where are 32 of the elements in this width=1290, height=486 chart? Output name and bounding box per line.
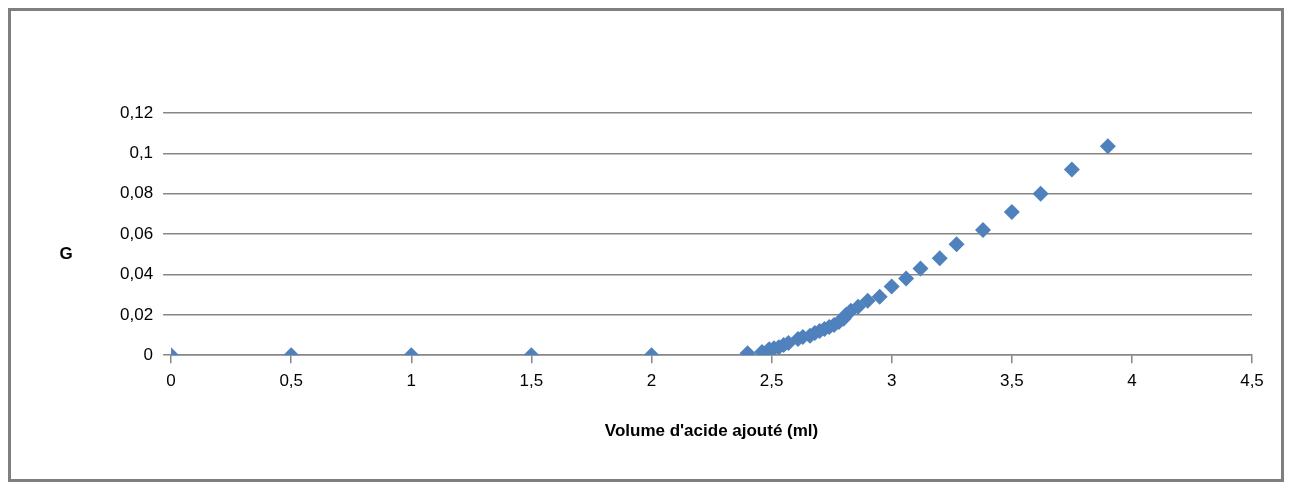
y-tick-label: 0,06 [119,223,154,243]
x-axis-title: Volume d'acide ajouté (ml) [604,421,819,441]
x-tick-label: 2 [646,371,657,391]
point [974,222,991,239]
y-tick-label: 0,04 [119,264,154,284]
point [883,278,900,295]
point [859,292,876,309]
x-tick-label: 0,5 [279,371,304,391]
y-axis-title: G [59,243,73,263]
point [850,298,867,315]
x-tick-label: 4,5 [1240,371,1264,391]
x-tick-label: 1,5 [519,371,544,391]
point [871,288,888,305]
x-tick-label: 4 [1127,371,1137,391]
x-tick-label: 1 [406,371,417,391]
point [1032,185,1049,202]
point [1099,138,1116,155]
y-tick-label: 0,12 [119,102,154,122]
x-tick-label: 3,5 [999,371,1024,391]
x-tick-label: 0 [166,371,176,391]
x-tick-label: 3 [886,371,897,391]
point [931,250,948,267]
point [912,260,929,277]
y-tick-label: 0 [143,344,154,364]
point [948,236,965,253]
y-tick-label: 0,08 [119,183,154,203]
x-tick-label: 2,5 [759,371,784,391]
point [898,270,915,287]
point [1063,161,1080,178]
y-tick-label: 0,02 [119,304,154,324]
y-tick-label: 0,1 [129,143,154,163]
point [1003,203,1020,220]
